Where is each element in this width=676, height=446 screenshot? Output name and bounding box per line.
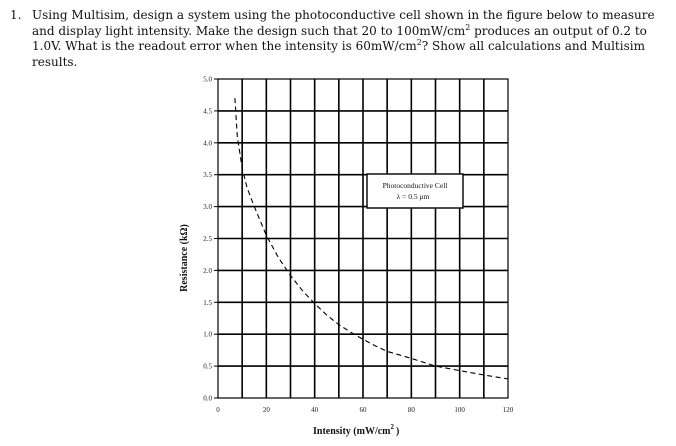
- y-tick-label: 3.5: [203, 171, 212, 179]
- y-axis-label: Resistance (kΩ): [179, 224, 190, 292]
- question-sup2: 2: [416, 38, 422, 47]
- series-line: [234, 98, 509, 380]
- chart-grid: [218, 79, 508, 398]
- x-tick-label: 120: [503, 406, 514, 414]
- question-body: Using Multisim, design a system using th…: [32, 8, 660, 70]
- question-text-part1: Using Multisim, design a system using th…: [32, 8, 655, 38]
- x-tick-label: 60: [360, 406, 368, 414]
- question-number: 1.: [10, 8, 22, 22]
- y-tick-label: 3.0: [203, 203, 212, 211]
- x-tick-label: 100: [454, 406, 465, 414]
- y-tick-label: 4.5: [203, 107, 212, 115]
- y-tick-label: 2.0: [203, 267, 212, 275]
- chart-ticks: 0 20 40 60 80 100 120 0.0 0.5 1.0 1.5 2.0 2.5 3.0 3.5 4…: [203, 76, 514, 415]
- question-sup1: 2: [465, 22, 471, 32]
- y-tick-label: 0.5: [203, 363, 212, 371]
- legend-box: [366, 173, 464, 209]
- y-tick-label: 5.0: [203, 76, 212, 84]
- x-tick-label: 40: [311, 406, 319, 414]
- x-tick-label: 0: [216, 406, 220, 414]
- y-tick-label: 1.5: [203, 299, 212, 307]
- question-text-part3: ? Show all calculations and Multisim res…: [32, 39, 645, 69]
- question-text-part2: produces an output of 0.2 to 1.0V. What …: [32, 23, 647, 54]
- x-axis-label: Intensity (mW/cm2): [313, 423, 399, 437]
- legend-line-2: λ = 0.5 μm: [397, 192, 430, 201]
- y-tick-label: 0.0: [203, 395, 212, 403]
- x-axis-label-close: ): [396, 426, 399, 437]
- x-tick-label: 20: [263, 406, 271, 414]
- question-text: 1. Using Multisim, design a system using…: [10, 8, 660, 70]
- y-tick-label: 1.0: [203, 331, 212, 339]
- x-tick-label: 80: [408, 406, 416, 414]
- legend-line-1: Photoconductive Cell: [383, 181, 448, 190]
- x-axis-label-text: Intensity (mW/cm: [313, 426, 391, 437]
- y-tick-label: 2.5: [203, 235, 212, 243]
- x-axis-label-sup: 2: [391, 423, 395, 431]
- y-tick-label: 4.0: [203, 139, 212, 147]
